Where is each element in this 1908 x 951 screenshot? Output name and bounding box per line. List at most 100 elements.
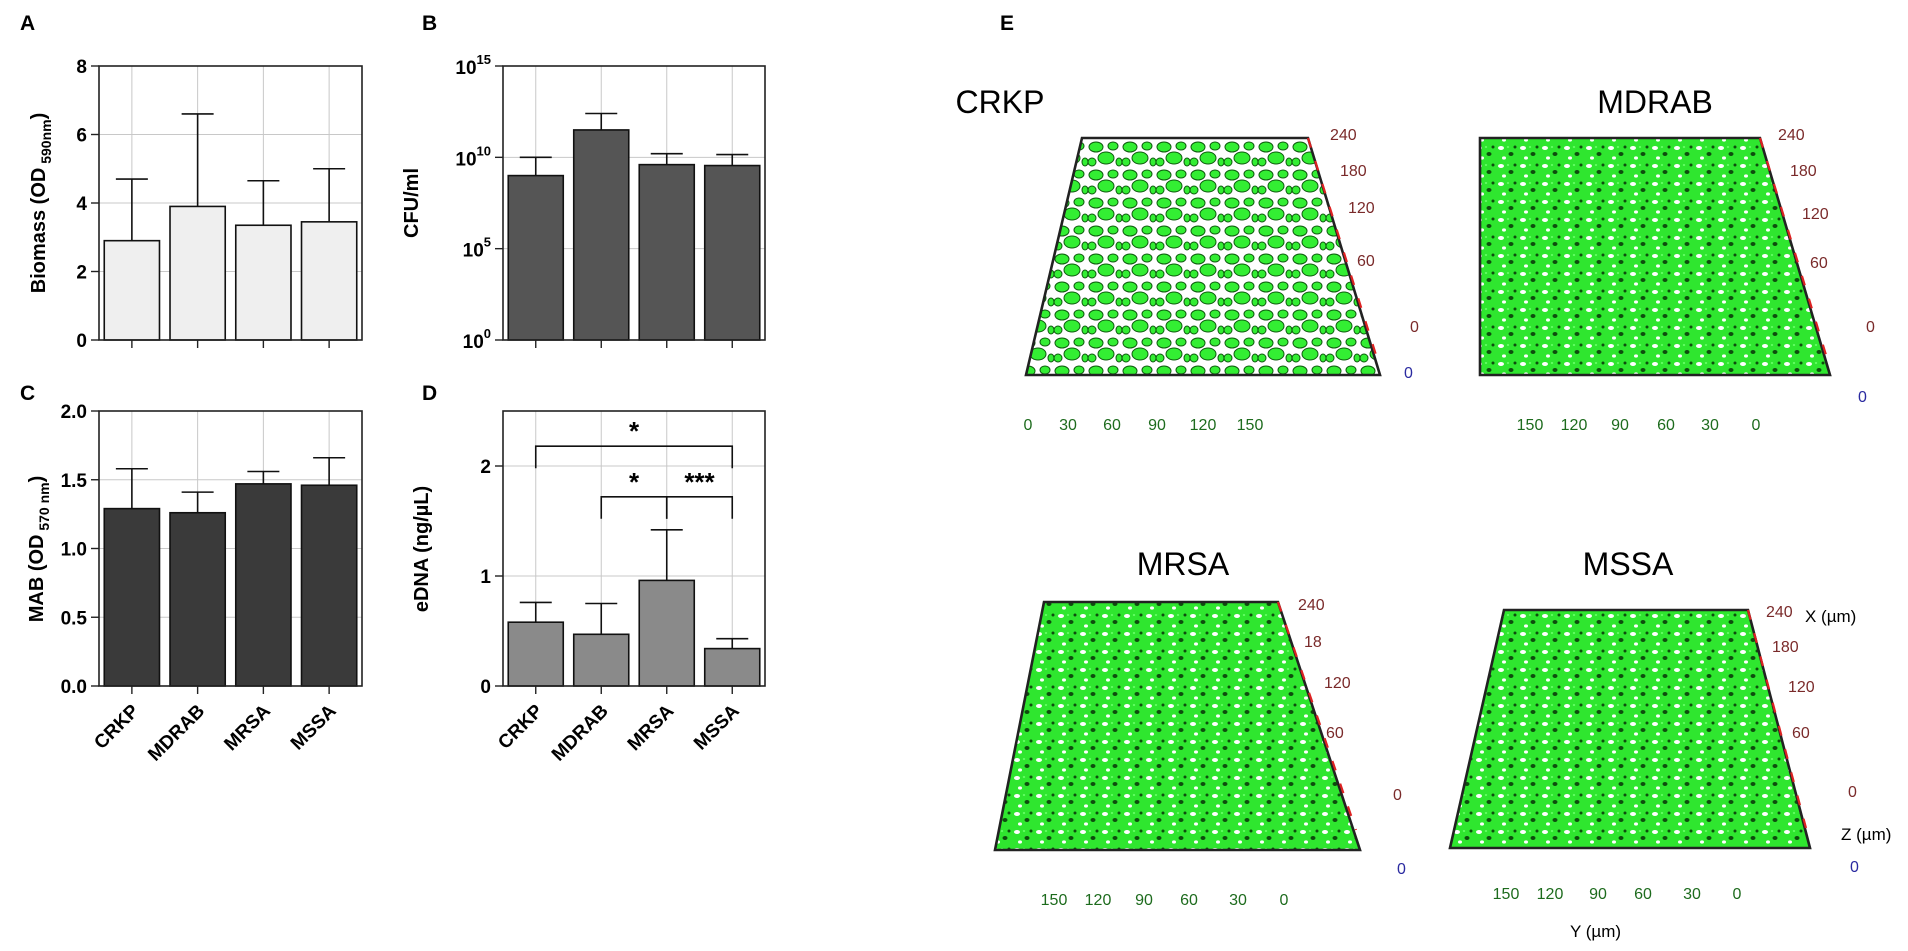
y-axis-tick-label: 0 xyxy=(1752,417,1761,434)
y-axis-title-main: eDNA (ng/µL) xyxy=(411,486,433,612)
x-axis-tick-label: 240 xyxy=(1298,597,1325,614)
bar-mdrab xyxy=(169,511,227,687)
bar-mdrab xyxy=(169,205,227,341)
x-axis-tick-label: 60 xyxy=(1357,253,1375,270)
y-axis-tick-label: 90 xyxy=(1135,892,1153,909)
significance-label: * xyxy=(629,416,640,446)
y-tick-label: 0 xyxy=(480,677,491,698)
y-tick-base: 10 xyxy=(463,332,484,353)
z-axis-tick-label: 0 xyxy=(1866,319,1875,336)
bar-mrsa xyxy=(638,163,696,341)
y-axis-title: CFU/ml xyxy=(401,168,423,238)
y-tick-label: 105 xyxy=(463,235,491,262)
y-tick-label: 0.0 xyxy=(61,677,87,698)
biofilm-title: MSSA xyxy=(1583,546,1674,582)
y-axis-tick-label: 30 xyxy=(1059,417,1077,434)
y-tick-label: 1015 xyxy=(455,52,491,79)
category-label: MSSA xyxy=(690,700,744,754)
y-axis-tick-label: 30 xyxy=(1683,886,1701,903)
bar-crkp xyxy=(507,174,565,341)
y-tick-label: 0 xyxy=(76,331,87,352)
biofilm-image-crkp: CRKP 240 180 120 60 0 0 0 30 60 90 120 150 xyxy=(956,84,1419,434)
y-axis-tick-label: 60 xyxy=(1180,892,1198,909)
panel-label: D xyxy=(422,382,437,405)
y-axis-tick-label: 150 xyxy=(1493,886,1520,903)
category-label: MDRAB xyxy=(144,701,209,766)
biofilm-frame xyxy=(1478,136,1832,377)
category-label: MDRAB xyxy=(548,701,613,766)
bar-mssa xyxy=(300,484,358,687)
y-tick-label: 1 xyxy=(480,567,491,588)
x-axis-tick-label: 120 xyxy=(1348,200,1375,217)
x-axis-tick-label: 180 xyxy=(1340,163,1367,180)
chart-panel-a: A 0 2 4 6 8 Biomass (OD 590nm) xyxy=(20,12,363,352)
bar-mssa xyxy=(300,221,358,341)
x-axis-tick-label: 240 xyxy=(1778,127,1805,144)
x-axis-tick-label: 18 xyxy=(1304,634,1322,651)
bar-crkp xyxy=(103,239,161,341)
x-axis-tick-label: 120 xyxy=(1324,675,1351,692)
y-tick-label: 2 xyxy=(480,457,491,478)
biofilm-render xyxy=(1480,138,1830,375)
y-axis-title: eDNA (ng/µL) xyxy=(411,486,433,612)
y-tick-base: 10 xyxy=(455,149,476,170)
category-label: MRSA xyxy=(220,700,275,755)
y-axis-tick-label: 120 xyxy=(1561,417,1588,434)
biofilm-frame xyxy=(993,600,1362,852)
y-tick-label: 1010 xyxy=(455,143,491,170)
y-axis-title: MAB (OD 570 nm) xyxy=(26,476,52,623)
y-tick-exponent: 10 xyxy=(477,143,491,158)
y-axis-tick-label: 90 xyxy=(1611,417,1629,434)
y-axis-title: Biomass (OD 590nm) xyxy=(28,113,54,294)
x-axis-tick-label: 240 xyxy=(1330,127,1357,144)
y-tick-label: 100 xyxy=(463,326,491,353)
x-axis-tick-label: 120 xyxy=(1802,206,1829,223)
x-axis-tick-label: 120 xyxy=(1788,679,1815,696)
y-tick-label: 6 xyxy=(76,126,87,147)
z-axis-title: Z (µm) xyxy=(1841,825,1891,844)
y-tick-label: 8 xyxy=(76,57,87,78)
y-tick-base: 10 xyxy=(463,241,484,262)
y-axis-tick-label: 0 xyxy=(1024,417,1033,434)
x-axis-tick-label: 60 xyxy=(1792,725,1810,742)
y-axis-title-main: MAB (OD xyxy=(26,535,48,623)
z-axis-tick-label: 0 xyxy=(1397,861,1406,878)
category-label: CRKP xyxy=(90,700,143,753)
bar-mdrab xyxy=(572,633,630,687)
y-axis-tick-label: 60 xyxy=(1634,886,1652,903)
z-axis-tick-label: 0 xyxy=(1850,859,1859,876)
y-tick-exponent: 15 xyxy=(477,52,491,67)
y-axis-tick-label: 90 xyxy=(1589,886,1607,903)
y-axis-tick-label: 90 xyxy=(1148,417,1166,434)
y-axis-tick-label: 30 xyxy=(1701,417,1719,434)
y-axis-title-subscript: 570 nm xyxy=(36,482,52,534)
x-axis-tick-label: 180 xyxy=(1772,639,1799,656)
bar-mssa xyxy=(703,164,761,341)
y-axis-title-main: CFU/ml xyxy=(401,168,423,238)
y-tick-exponent: 5 xyxy=(484,235,491,250)
x-axis-tick-label: 180 xyxy=(1790,163,1817,180)
significance-label: *** xyxy=(684,467,715,497)
y-axis-tick-label: 60 xyxy=(1657,417,1675,434)
y-tick-label: 1.5 xyxy=(61,471,88,492)
category-label: MSSA xyxy=(287,700,341,754)
x-axis-tick-label: 60 xyxy=(1326,725,1344,742)
chart-panel-c: C 0.0 0.5 1.0 1.5 2.0 MAB (OD 570 nm) CRKP MDRAB… xyxy=(20,382,363,766)
y-axis-tick-label: 0 xyxy=(1733,886,1742,903)
y-axis-tick-label: 150 xyxy=(1517,417,1544,434)
significance-bracket xyxy=(665,496,734,519)
biofilm-title: CRKP xyxy=(956,84,1045,120)
biofilm-title: MRSA xyxy=(1137,546,1230,582)
y-axis-title-close: ) xyxy=(28,113,50,120)
bar-crkp xyxy=(103,507,161,687)
y-tick-label: 2 xyxy=(76,263,87,284)
panel-label: E xyxy=(1000,12,1014,35)
x-axis-tick-label: 240 xyxy=(1766,604,1793,621)
bar-mssa xyxy=(703,647,761,687)
y-tick-exponent: 0 xyxy=(484,326,491,341)
panel-label: B xyxy=(422,12,437,35)
z-axis-tick-label: 0 xyxy=(1848,784,1857,801)
